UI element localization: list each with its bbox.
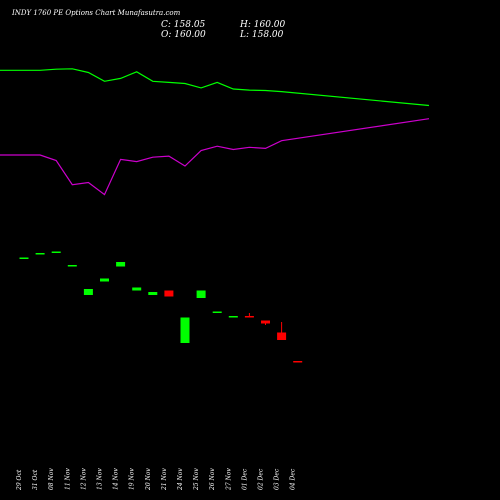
candle-4 bbox=[67, 265, 77, 267]
candle-10 bbox=[164, 290, 174, 297]
candle-2 bbox=[35, 253, 45, 255]
candle-body bbox=[196, 290, 206, 298]
candle-body bbox=[116, 262, 126, 267]
candle-1 bbox=[19, 257, 29, 259]
candle-body bbox=[67, 265, 77, 267]
candle-body bbox=[244, 316, 254, 318]
x-tick-label: 24 Nov bbox=[177, 468, 184, 491]
x-tick-label: 26 Nov bbox=[209, 468, 216, 491]
x-tick-label: 04 Dec bbox=[290, 468, 297, 490]
x-tick-label: 02 Dec bbox=[258, 468, 265, 490]
x-tick-label: 14 Nov bbox=[113, 468, 120, 490]
candle-body bbox=[19, 257, 29, 259]
candle-11 bbox=[180, 317, 190, 343]
low-label: L: 158.00 bbox=[239, 30, 284, 40]
candle-13 bbox=[212, 311, 222, 313]
x-tick-label: 08 Nov bbox=[48, 468, 55, 490]
x-tick-label: 01 Dec bbox=[241, 468, 248, 490]
high-label: H: 160.00 bbox=[239, 20, 286, 30]
candle-body bbox=[51, 251, 61, 253]
chart-title: INDY 1760 PE Options Chart Munafasutra.c… bbox=[11, 9, 181, 17]
candle-body bbox=[212, 311, 222, 313]
candle-7 bbox=[116, 262, 126, 267]
candle-body bbox=[277, 332, 287, 340]
candle-body bbox=[180, 317, 190, 343]
candle-3 bbox=[51, 251, 61, 253]
x-tick-label: 20 Nov bbox=[145, 468, 152, 491]
candle-5 bbox=[83, 289, 93, 295]
candle-body bbox=[293, 361, 303, 363]
close-label: C: 158.05 bbox=[161, 20, 206, 30]
candles bbox=[19, 251, 303, 363]
candle-16 bbox=[261, 320, 270, 325]
candle-6 bbox=[100, 278, 109, 282]
x-axis-labels: 29 Oct 31 Oct 08 Nov 11 Nov 12 Nov 13 Nov 14 N… bbox=[16, 468, 297, 491]
x-tick-label: 13 Nov bbox=[97, 468, 104, 490]
indicator-lines bbox=[0, 68, 430, 196]
candle-body bbox=[148, 292, 158, 295]
candle-body bbox=[132, 287, 142, 291]
candle-body bbox=[228, 316, 238, 318]
candle-12 bbox=[196, 290, 206, 298]
x-tick-label: 21 Nov bbox=[161, 468, 168, 491]
x-tick-label: 03 Dec bbox=[274, 468, 281, 490]
candle-body bbox=[164, 290, 174, 297]
candle-14 bbox=[228, 316, 238, 318]
candle-17 bbox=[277, 322, 287, 340]
candle-9 bbox=[148, 292, 158, 295]
candle-body bbox=[35, 253, 45, 255]
x-tick-label: 29 Oct bbox=[16, 469, 23, 491]
indicator-line-2 bbox=[0, 118, 430, 196]
candle-body bbox=[261, 320, 270, 324]
x-tick-label: 27 Nov bbox=[225, 468, 232, 491]
candle-body bbox=[83, 289, 93, 295]
candle-body bbox=[100, 278, 109, 282]
x-tick-label: 25 Nov bbox=[193, 468, 200, 491]
x-tick-label: 12 Nov bbox=[80, 468, 87, 490]
candle-18 bbox=[293, 361, 303, 363]
x-tick-label: 19 Nov bbox=[129, 468, 136, 490]
candle-8 bbox=[132, 287, 142, 291]
x-tick-label: 31 Oct bbox=[32, 469, 39, 490]
indicator-line-1 bbox=[0, 68, 430, 107]
candle-15 bbox=[244, 313, 254, 318]
x-tick-label: 11 Nov bbox=[64, 468, 71, 490]
open-label: O: 160.00 bbox=[161, 30, 206, 40]
